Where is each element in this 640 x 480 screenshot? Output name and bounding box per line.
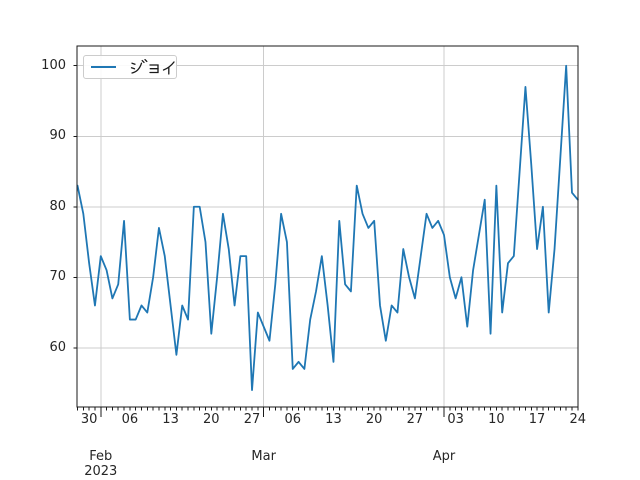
x-tick-label: 10	[488, 412, 505, 427]
legend	[83, 55, 177, 79]
x-month-label-feb: Feb 2023	[66, 449, 136, 479]
y-tick-label: 70	[49, 269, 66, 285]
y-tick-label: 60	[49, 339, 66, 355]
x-tick-label: 17	[528, 412, 546, 427]
x-tick-label: 06	[121, 412, 139, 427]
plot-area	[76, 45, 579, 408]
x-tick-label: 13	[162, 412, 179, 427]
x-month-label-mar: Mar	[251, 449, 276, 464]
x-tick-label: 27	[406, 412, 424, 427]
y-tick-label: 90	[49, 128, 66, 144]
x-tick-label: 03	[447, 412, 464, 427]
x-tick-label: 30	[80, 412, 98, 427]
x-tick-label: 13	[325, 412, 342, 427]
legend-label-joy	[130, 59, 176, 75]
x-month-sublabel-year: 2023	[84, 464, 118, 479]
legend-line-sample	[91, 66, 116, 68]
series-line-joy	[76, 64, 579, 391]
x-tick-label: 24	[569, 412, 587, 427]
y-tick-label: 100	[41, 57, 66, 73]
legend-label-text-joy	[130, 59, 175, 75]
y-tick-label: 80	[49, 198, 66, 214]
x-month-label-apr: Apr	[432, 449, 456, 464]
x-tick-label: 20	[365, 412, 383, 427]
x-tick-label: 06	[284, 412, 301, 427]
x-tick-label: 20	[203, 412, 220, 427]
x-tick-label: 27	[243, 412, 261, 427]
